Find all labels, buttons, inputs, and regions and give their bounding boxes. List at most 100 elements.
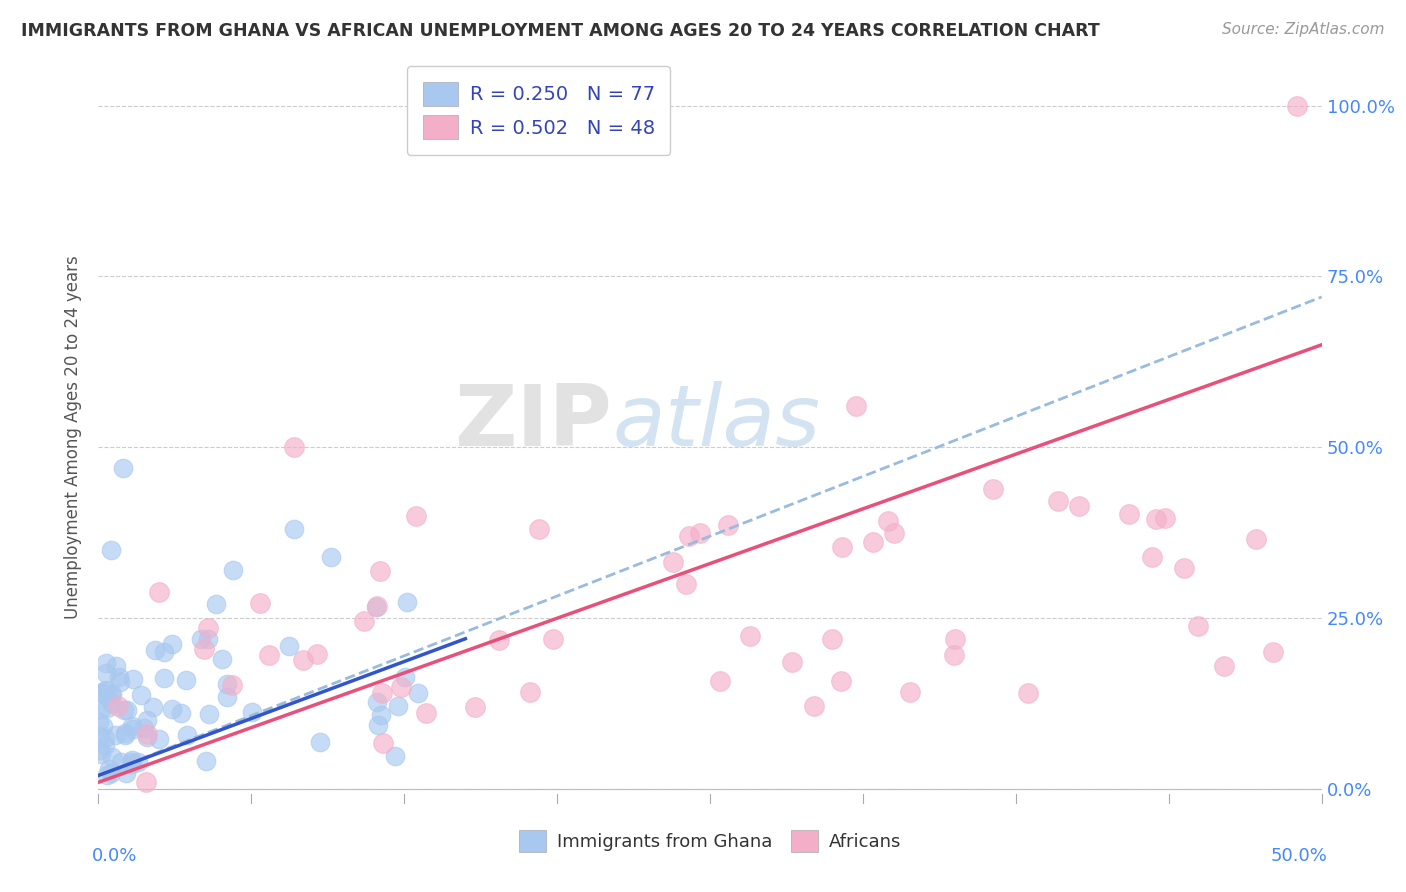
Y-axis label: Unemployment Among Ages 20 to 24 years: Unemployment Among Ages 20 to 24 years [65,255,83,619]
Point [675,577,697,591]
Point [1212,659,1234,673]
Point [111,460,134,475]
Point [142,699,165,714]
Point [174,673,197,688]
Text: atlas: atlas [612,381,820,464]
Point [1187,619,1209,633]
Point [91,686,114,700]
Point [89,743,111,757]
Point [117,703,139,717]
Point [689,526,711,541]
Point [464,700,486,714]
Point [221,678,243,692]
Point [541,632,564,646]
Point [110,755,132,769]
Point [114,765,136,780]
Point [143,643,166,657]
Point [384,748,406,763]
Point [108,674,131,689]
Point [353,614,375,628]
Point [104,728,127,742]
Point [395,595,418,609]
Point [1069,499,1091,513]
Point [1118,507,1140,521]
Point [89,714,111,729]
Point [121,753,143,767]
Point [198,706,221,721]
Point [93,684,115,698]
Point [100,765,122,780]
Text: IMMIGRANTS FROM GHANA VS AFRICAN UNEMPLOYMENT AMONG AGES 20 TO 24 YEARS CORRELAT: IMMIGRANTS FROM GHANA VS AFRICAN UNEMPLO… [21,22,1099,40]
Point [107,698,129,713]
Point [1154,511,1177,525]
Point [136,714,159,728]
Point [195,754,218,768]
Point [135,775,157,789]
Point [90,702,112,716]
Point [114,728,136,742]
Point [716,518,738,533]
Point [129,689,152,703]
Point [367,718,389,732]
Point [121,722,143,736]
Point [90,747,112,762]
Text: 0.0%: 0.0% [93,847,138,864]
Point [100,542,122,557]
Point [197,632,219,646]
Point [153,671,176,685]
Point [662,555,685,569]
Point [862,535,884,549]
Point [121,757,143,772]
Point [100,687,122,701]
Point [222,563,245,577]
Point [368,564,391,578]
Point [122,672,145,686]
Point [240,706,263,720]
Point [519,685,541,699]
Point [942,648,965,662]
Point [883,525,905,540]
Point [1173,561,1195,575]
Point [127,755,149,769]
Point [394,670,416,684]
Point [1140,549,1163,564]
Point [104,658,127,673]
Point [740,629,762,643]
Point [94,666,117,681]
Point [366,599,388,613]
Point [943,632,966,646]
Point [405,508,427,523]
Point [406,686,429,700]
Point [1286,98,1309,112]
Point [831,540,853,554]
Point [94,682,117,697]
Point [709,674,731,689]
Point [93,731,115,745]
Text: Source: ZipAtlas.com: Source: ZipAtlas.com [1222,22,1385,37]
Point [148,732,170,747]
Text: 50.0%: 50.0% [1271,847,1327,864]
Point [283,440,305,454]
Point [389,680,412,694]
Point [845,400,868,414]
Point [89,729,111,743]
Point [1244,532,1267,546]
Point [101,696,124,710]
Point [96,768,118,782]
Point [1017,686,1039,700]
Point [366,695,388,709]
Point [160,637,183,651]
Point [1047,494,1070,508]
Point [415,706,437,720]
Point [114,726,136,740]
Point [292,653,315,667]
Point [803,699,825,714]
Point [190,632,212,646]
Point [782,655,804,669]
Point [211,652,233,666]
Point [527,522,550,536]
Point [176,728,198,742]
Point [96,700,118,714]
Point [898,685,921,699]
Point [678,528,700,542]
